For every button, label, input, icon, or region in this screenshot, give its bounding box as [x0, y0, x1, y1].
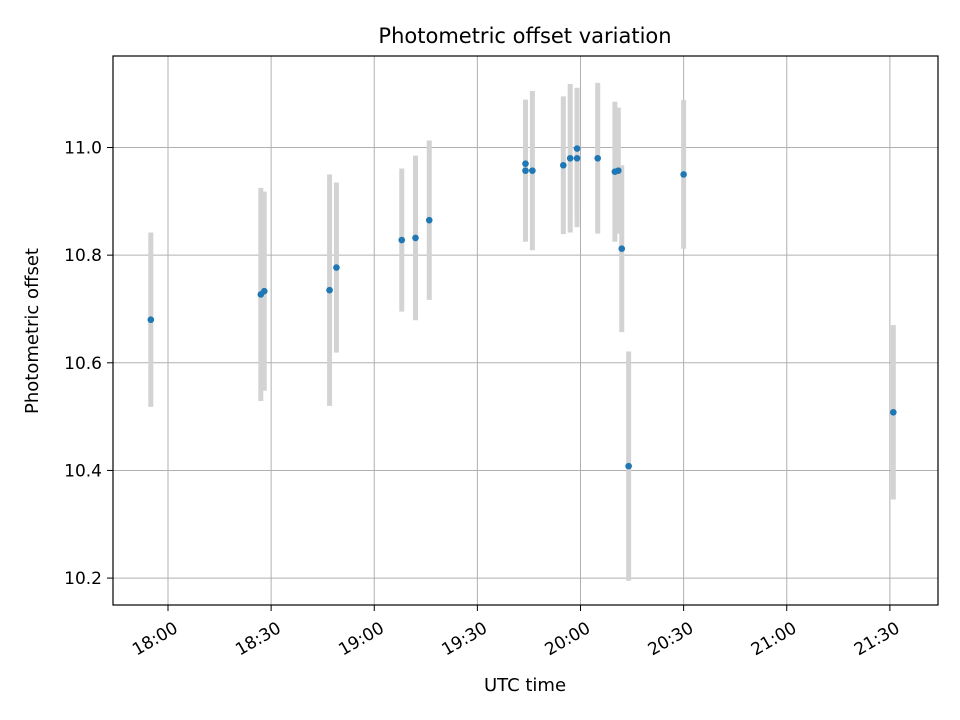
data-point — [573, 154, 581, 162]
data-point — [398, 236, 406, 244]
data-point — [522, 160, 529, 167]
chart-title: Photometric offset variation — [378, 24, 671, 48]
data-point — [522, 167, 529, 174]
plot-frame — [112, 55, 939, 606]
y-tick-label: 11.0 — [64, 139, 102, 159]
y-tick-label: 10.4 — [64, 461, 102, 481]
data-point — [260, 287, 268, 295]
data-point — [615, 167, 622, 174]
data-point — [333, 264, 340, 271]
data-point — [890, 409, 897, 416]
data-point — [147, 316, 155, 324]
data-point — [425, 216, 433, 224]
y-axis-label: Photometric offset — [22, 248, 43, 414]
data-point — [680, 171, 687, 178]
data-point — [618, 245, 626, 252]
data-point — [566, 154, 574, 162]
y-ticks: 10.2 10.4 10.6 10.8 11.0 — [64, 139, 113, 589]
x-axis-label: UTC time — [484, 675, 566, 696]
data-point — [594, 154, 601, 162]
data-point — [625, 462, 632, 470]
y-tick-label: 10.6 — [64, 354, 102, 374]
data-point — [560, 161, 567, 169]
data-points — [147, 145, 897, 470]
y-tick-label: 10.2 — [64, 569, 102, 589]
y-tick-label: 10.8 — [64, 246, 102, 266]
data-point — [412, 234, 419, 242]
data-point — [326, 286, 333, 294]
data-point — [529, 167, 536, 174]
data-point — [573, 145, 581, 152]
